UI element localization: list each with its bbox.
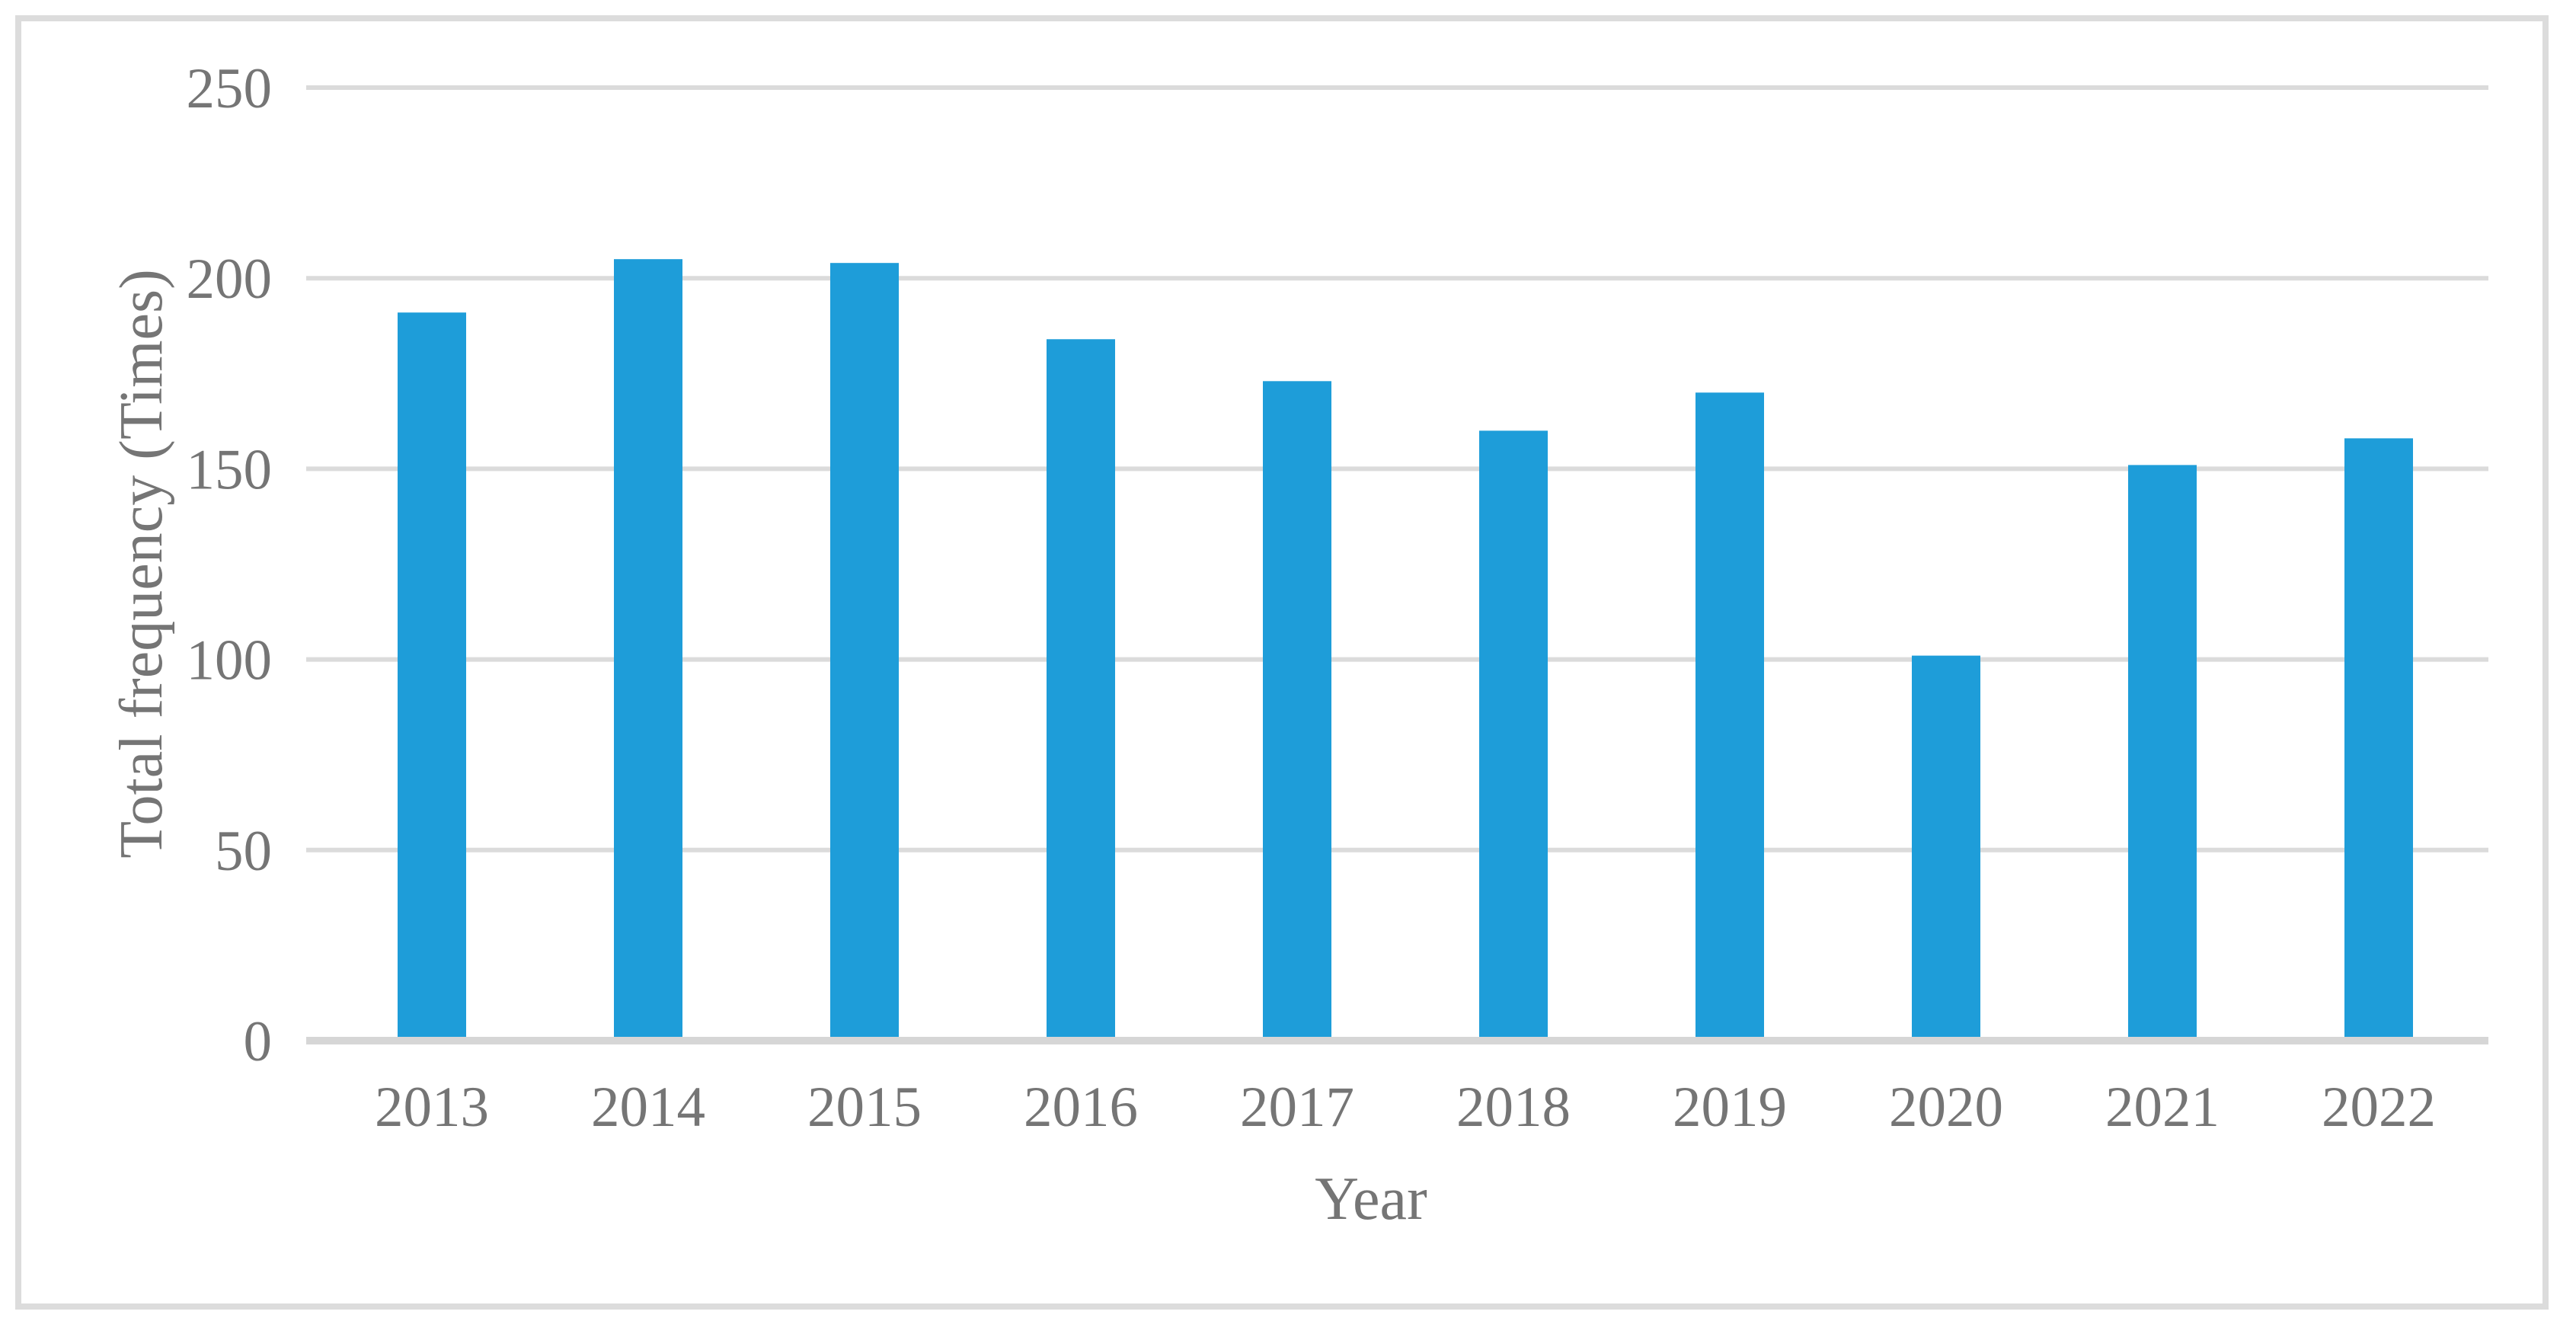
y-tick-label: 0 (244, 1010, 273, 1073)
bar (830, 263, 899, 1041)
y-tick-label: 250 (187, 57, 273, 120)
x-axis-title: Year (1315, 1166, 1427, 1233)
y-tick-label: 100 (187, 629, 273, 692)
bar (2344, 438, 2413, 1041)
x-axis-tick-labels: 2013 2014 2015 2016 2017 2018 2019 2020 2021 2022 (375, 1076, 2436, 1139)
x-tick-label: 2019 (1673, 1076, 1787, 1139)
y-axis-title: Total frequency (Times) (108, 269, 175, 858)
x-tick-label: 2020 (1889, 1076, 2003, 1139)
y-tick-label: 150 (187, 438, 273, 501)
x-tick-label: 2017 (1240, 1076, 1354, 1139)
bar (1695, 392, 1764, 1041)
bar (1912, 655, 1980, 1041)
y-tick-label: 50 (215, 820, 272, 883)
bar (1047, 339, 1115, 1041)
bar (2128, 465, 2197, 1041)
x-tick-label: 2022 (2322, 1076, 2436, 1139)
bar (614, 259, 682, 1041)
x-tick-label: 2016 (1024, 1076, 1138, 1139)
bar (398, 312, 466, 1041)
bar-series (398, 259, 2413, 1041)
x-tick-label: 2015 (807, 1076, 922, 1139)
x-tick-label: 2013 (375, 1076, 489, 1139)
x-tick-label: 2018 (1456, 1076, 1571, 1139)
bar (1263, 381, 1331, 1041)
x-tick-label: 2014 (591, 1076, 705, 1139)
x-tick-label: 2021 (2105, 1076, 2220, 1139)
y-axis-tick-labels: 0 50 100 150 200 250 (187, 57, 273, 1073)
bar (1479, 430, 1548, 1041)
y-tick-label: 200 (187, 248, 273, 311)
